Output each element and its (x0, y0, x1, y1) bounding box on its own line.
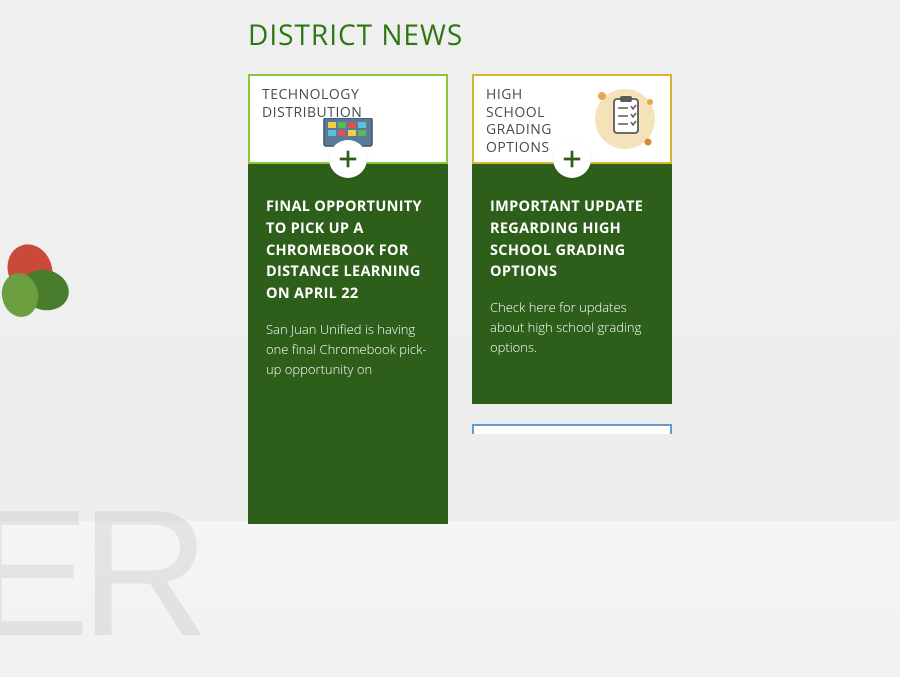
expand-plus-button[interactable] (553, 140, 591, 178)
plus-icon (337, 148, 359, 170)
news-cards-row: TECHNOLOGY DISTRIBUTION (248, 74, 672, 524)
news-card-next-stub (472, 424, 672, 434)
news-card-technology[interactable]: TECHNOLOGY DISTRIBUTION (248, 74, 448, 524)
card-excerpt: San Juan Unified is having one final Chr… (266, 319, 430, 379)
card-title: FINAL OPPORTUNITY TO PICK UP A CHROMEBOO… (266, 196, 430, 305)
content-area: DISTRICT NEWS TECHNOLOGY DISTRIBUTION (0, 0, 900, 521)
card-header-line: GRADING (486, 121, 552, 139)
card-header-line: TECHNOLOGY (262, 86, 359, 104)
expand-plus-button[interactable] (329, 140, 367, 178)
plus-icon (561, 148, 583, 170)
checklist-clipboard-icon (590, 84, 660, 154)
card-header: HIGH SCHOOL GRADING OPTIONS (472, 74, 672, 164)
card-title: IMPORTANT UPDATE REGARDING HIGH SCHOOL G… (490, 196, 654, 283)
card-header-line: HIGH (486, 86, 523, 104)
news-card-grading[interactable]: HIGH SCHOOL GRADING OPTIONS (472, 74, 672, 404)
card-header: TECHNOLOGY DISTRIBUTION (248, 74, 448, 164)
section-title: DISTRICT NEWS (248, 16, 463, 54)
card-header-line: OPTIONS (486, 139, 550, 157)
card-body: FINAL OPPORTUNITY TO PICK UP A CHROMEBOO… (248, 164, 448, 524)
card-body: IMPORTANT UPDATE REGARDING HIGH SCHOOL G… (472, 164, 672, 404)
card-header-line: SCHOOL (486, 104, 545, 122)
card-excerpt: Check here for updates about high school… (490, 297, 654, 357)
news-card-column: HIGH SCHOOL GRADING OPTIONS (472, 74, 672, 524)
